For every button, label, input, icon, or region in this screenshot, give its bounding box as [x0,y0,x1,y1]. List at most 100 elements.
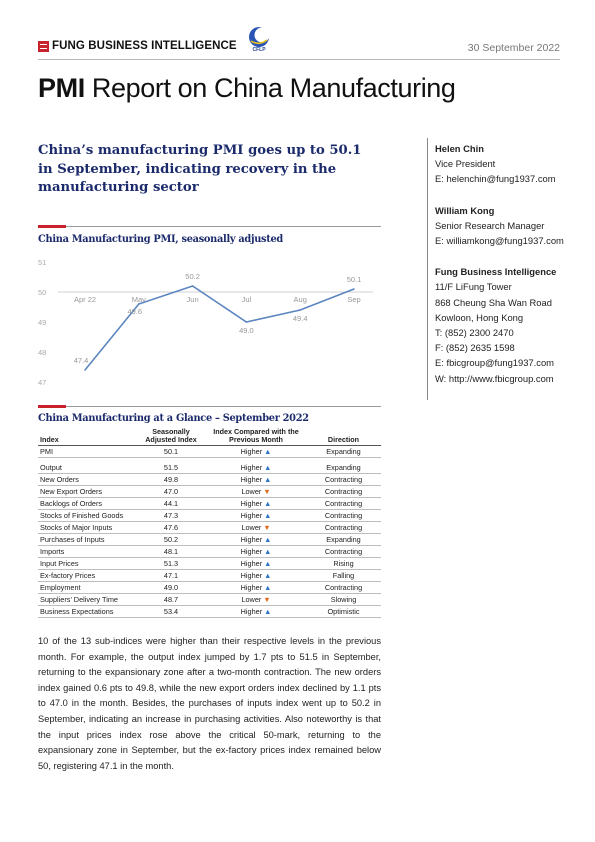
cell-compare: Higher ▲ [206,445,306,458]
data-point [138,303,140,305]
contact-name: Helen Chin [435,143,484,154]
contact-email[interactable]: E: fbicgroup@fung1937.com [435,357,554,369]
arrow-up-icon: ▲ [262,559,272,568]
cell-index: Stocks of Major Inputs [38,521,136,534]
brand: FUNG BUSINESS INTELLIGENCE [38,40,237,52]
cell-index: New Orders [38,473,136,486]
cflp-logo-icon: CFLP [243,26,275,58]
contact-email[interactable]: E: helenchin@fung1937.com [435,173,556,185]
compare-label: Higher [240,583,263,592]
cell-direction: Contracting [306,473,381,486]
compare-label: Higher [240,499,263,508]
x-tick-label: Jul [242,295,252,304]
data-point [299,309,302,311]
cell-direction: Contracting [306,485,381,498]
cell-value: 48.7 [136,593,206,606]
cell-direction: Expanding [306,461,381,474]
pmi-line-chart: 47 48 49 50 51 Apr 22 May Jun Jul Aug Sep 47.4 49.6 5… [38,258,373,387]
arrow-up-icon: ▲ [262,447,272,456]
arrow-up-icon: ▲ [262,499,272,508]
arrow-down-icon: ▼ [261,595,271,604]
address-line: 868 Cheung Sha Wan Road [435,296,552,308]
arrow-up-icon: ▲ [262,571,272,580]
summary-paragraph: 10 of the 13 sub-indices were higher tha… [38,636,381,771]
address-line: Kowloon, Hong Kong [435,311,524,323]
x-tick-label: Apr 22 [74,295,96,304]
page-title: PMI Report on China Manufacturing [38,73,456,104]
table-row: Ex-factory Prices 47.1 Higher ▲ Falling [38,569,381,582]
data-label: 49.0 [239,326,254,335]
x-tick-label: May [132,295,146,304]
title-bold: PMI [38,73,85,103]
brand-name: FUNG BUSINESS INTELLIGENCE [52,40,237,52]
col-header-index: Index [40,435,59,444]
table-row: Purchases of Inputs 50.2 Higher ▲ Expanding [38,533,381,546]
y-tick-label: 47 [38,378,46,387]
contact-line: Senior Research Manager [435,219,545,231]
cell-index: Imports [38,545,136,558]
data-point [245,321,248,323]
compare-label: Lower [241,487,262,496]
headline: China’s manufacturing PMI goes up to 50.… [38,143,362,195]
table-row: Business Expectations 53.4 Higher ▲ Optimis… [38,605,381,618]
cell-value: 50.1 [136,445,206,458]
cell-direction: Contracting [306,545,381,558]
contact-email[interactable]: E: williamkong@fung1937.com [435,235,564,247]
cell-direction: Expanding [306,445,381,458]
compare-label: Lower [241,595,262,604]
compare-label: Higher [240,535,263,544]
y-tick-label: 49 [38,318,46,327]
data-label: 49.6 [127,307,142,316]
contact-block: Fung Business Intelligence 11/F LiFung T… [435,264,585,386]
compare-label: Higher [240,447,263,456]
table-row: New Orders 49.8 Higher ▲ Contracting [38,473,381,486]
table-row: Imports 48.1 Higher ▲ Contracting [38,545,381,558]
cell-index: PMI [38,445,136,458]
cell-value: 53.4 [136,605,206,618]
contact-name: William Kong [435,204,495,216]
cell-compare: Lower ▼ [206,593,306,606]
table-row: Output 51.5 Higher ▲ Expanding [38,461,381,474]
fung-logo-icon [38,40,49,52]
title-rest: Report on China Manufacturing [84,73,456,103]
cell-index: Output [38,461,136,474]
report-date: 30 September 2022 [467,42,560,54]
pmi-series-line [84,285,355,371]
data-label: 49.4 [293,314,308,323]
chart-title: China Manufacturing PMI, seasonally adju… [38,234,283,245]
cell-direction: Rising [306,557,381,570]
pmi-table: Index Seasonally Adjusted Index Index Co… [38,428,381,618]
arrow-down-icon: ▼ [261,523,271,532]
cell-compare: Higher ▲ [206,461,306,474]
contact-line: Vice President [435,158,496,170]
cell-index: Backlogs of Orders [38,497,136,510]
cell-index: Input Prices [38,557,136,570]
cell-index: Ex-factory Prices [38,569,136,582]
cell-direction: Contracting [306,509,381,522]
table-row: Backlogs of Orders 44.1 Higher ▲ Contractin… [38,497,381,510]
arrow-up-icon: ▲ [262,511,272,520]
cell-value: 44.1 [136,497,206,510]
arrow-up-icon: ▲ [262,583,272,592]
website-link[interactable]: W: http://www.fbicgroup.com [435,372,554,384]
cell-index: Employment [38,581,136,594]
table-section-rule [38,406,381,407]
contacts-sidebar: Helen Chin Vice President E: helenchin@f… [435,141,585,402]
cell-compare: Higher ▲ [206,509,306,522]
data-label: 47.4 [74,356,89,365]
cell-direction: Expanding [306,533,381,546]
cell-compare: Higher ▲ [206,605,306,618]
arrow-up-icon: ▲ [262,475,272,484]
address-line: 11/F LiFung Tower [435,281,512,293]
cell-value: 47.1 [136,569,206,582]
table-section-accent [38,405,66,408]
cell-index: Business Expectations [38,605,136,618]
cell-compare: Lower ▼ [206,521,306,534]
arrow-up-icon: ▲ [262,462,272,472]
cell-value: 49.8 [136,473,206,486]
cell-index: New Export Orders [38,485,136,498]
y-tick-label: 50 [38,288,46,297]
cell-compare: Higher ▲ [206,545,306,558]
compare-label: Lower [241,523,262,532]
table-body: PMI 50.1 Higher ▲ Expanding Output 51.5 Higher… [38,445,381,618]
